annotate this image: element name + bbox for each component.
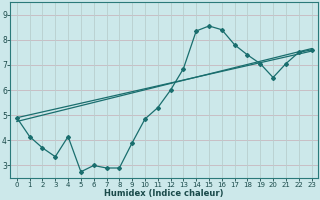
X-axis label: Humidex (Indice chaleur): Humidex (Indice chaleur) bbox=[104, 189, 224, 198]
